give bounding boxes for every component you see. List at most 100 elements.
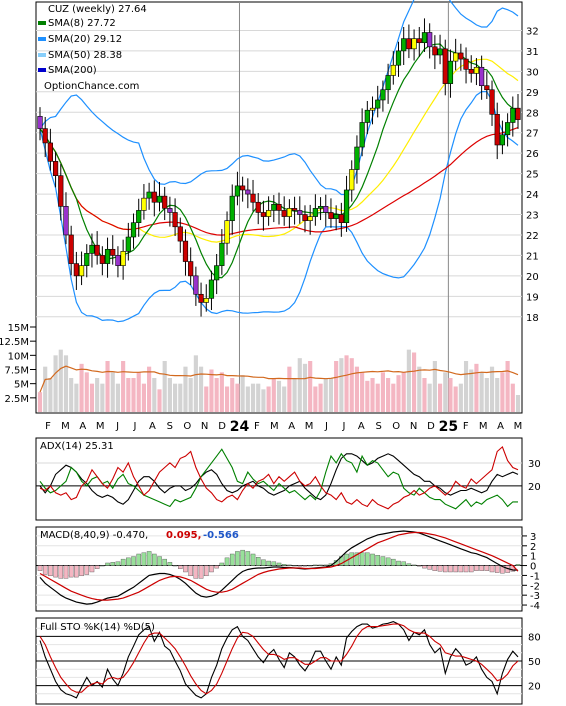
volume-bar bbox=[37, 392, 43, 412]
candle-body bbox=[291, 208, 298, 211]
x-tick-label: M bbox=[61, 421, 70, 432]
adx-panel-frame bbox=[35, 437, 523, 521]
macd-tick-label: -3 bbox=[530, 591, 540, 602]
macd-histogram-bar bbox=[240, 549, 245, 566]
candle-body bbox=[250, 193, 256, 203]
volume-bar bbox=[89, 383, 95, 412]
candle-body bbox=[68, 234, 74, 264]
macd-histogram-bar bbox=[458, 565, 464, 573]
candle-body bbox=[125, 236, 131, 252]
macd-histogram-bar bbox=[183, 565, 188, 573]
x-tick-label: J bbox=[341, 421, 345, 432]
candle-body bbox=[286, 208, 292, 217]
macd-title: MACD(8,40,9) -0.470, bbox=[40, 530, 148, 541]
stochastic-y-ticks: 20 50 80 bbox=[528, 632, 541, 692]
candle-body bbox=[240, 185, 246, 191]
price-tick-label: 22 bbox=[526, 231, 539, 242]
x-tick-label: M bbox=[96, 421, 105, 432]
candle-body bbox=[234, 185, 241, 197]
adx-title: ADX(14) 25.31 bbox=[40, 441, 114, 452]
volume-tick-label: 10M bbox=[8, 351, 29, 362]
macd-histogram-bar bbox=[417, 565, 422, 567]
macd-histogram-bar bbox=[162, 558, 167, 566]
volume-bar bbox=[417, 366, 422, 412]
candle-body bbox=[505, 122, 511, 136]
volume-bar bbox=[183, 366, 188, 412]
sma50-line bbox=[39, 127, 519, 236]
macd-histogram-bar bbox=[214, 565, 219, 569]
macd-histogram-bar bbox=[463, 565, 469, 573]
macd-histogram-bar bbox=[58, 565, 64, 579]
candle-body bbox=[208, 279, 215, 299]
x-axis-ticks: F M A M J J A S O N D 24 F M A M J J A S O N D 25 F M A M bbox=[45, 419, 522, 435]
volume-tick-label: 7.5M bbox=[4, 366, 29, 377]
x-tick-label: S bbox=[167, 421, 173, 432]
candle-body bbox=[255, 201, 261, 213]
volume-bar bbox=[240, 375, 245, 412]
candle-body bbox=[312, 208, 318, 217]
candle-body bbox=[297, 210, 303, 215]
volume-bar bbox=[198, 366, 204, 412]
macd-histogram-bar bbox=[74, 565, 79, 578]
volume-bar bbox=[188, 378, 193, 412]
legend-sma8: SMA(8) 27.72 bbox=[48, 18, 116, 29]
price-tick-label: 29 bbox=[526, 88, 539, 99]
volume-bar bbox=[43, 366, 48, 412]
bollinger-upper-line bbox=[39, 0, 519, 196]
chart-title: CUZ (weekly) 27.64 bbox=[48, 4, 147, 15]
volume-bars bbox=[37, 349, 521, 412]
macd-histogram-bar bbox=[136, 553, 141, 566]
legend-sma200: SMA(200) bbox=[48, 65, 97, 76]
price-y-ticks: 18 19 20 21 22 23 24 25 26 27 28 29 30 31 32 bbox=[526, 26, 539, 323]
macd-tick-label: -4 bbox=[530, 601, 540, 612]
candle-body bbox=[406, 38, 412, 50]
macd-histogram-bar bbox=[281, 564, 287, 566]
x-tick-label: N bbox=[410, 421, 417, 432]
candle-body bbox=[395, 50, 402, 66]
macd-histogram-bar bbox=[313, 564, 318, 566]
volume-bar bbox=[152, 378, 157, 412]
macd-histogram-bar bbox=[385, 557, 391, 566]
volume-bar bbox=[58, 349, 63, 412]
x-tick-label: M bbox=[479, 421, 488, 432]
candle-body bbox=[302, 214, 308, 221]
volume-bar bbox=[365, 380, 370, 412]
macd-histogram-bar bbox=[287, 564, 292, 566]
price-tick-label: 30 bbox=[526, 67, 539, 78]
stochastic-tick-label: 50 bbox=[528, 657, 541, 668]
macd-histogram-bar bbox=[224, 557, 230, 566]
bollinger-lower-line bbox=[39, 91, 519, 323]
volume-bar bbox=[437, 383, 443, 412]
candle-body bbox=[333, 214, 339, 219]
x-tick-label: M bbox=[514, 421, 523, 432]
candle-body bbox=[307, 216, 313, 221]
candle-body bbox=[245, 189, 251, 195]
volume-bar bbox=[224, 386, 230, 412]
macd-histogram-bar bbox=[468, 565, 474, 573]
candle-body bbox=[401, 38, 407, 52]
candle-body bbox=[89, 244, 95, 254]
candle-body bbox=[120, 251, 126, 266]
candle-body bbox=[349, 169, 355, 191]
volume-bar bbox=[193, 355, 198, 412]
volume-bar bbox=[141, 383, 146, 412]
macd-tick-label: -1 bbox=[530, 571, 540, 582]
volume-bar bbox=[515, 395, 521, 412]
candle-body bbox=[193, 275, 199, 295]
volume-bar bbox=[375, 383, 380, 412]
x-tick-label: J bbox=[115, 421, 119, 432]
candle-body bbox=[214, 265, 220, 281]
minus-di-line bbox=[39, 445, 519, 510]
candle-body bbox=[141, 197, 147, 211]
candle-body bbox=[343, 189, 350, 223]
candle-body bbox=[266, 210, 272, 217]
price-tick-label: 31 bbox=[526, 47, 539, 58]
candle-body bbox=[156, 195, 163, 203]
volume-bar bbox=[339, 358, 344, 412]
volume-bar bbox=[79, 363, 84, 412]
price-tick-label: 26 bbox=[526, 149, 539, 160]
volume-bar bbox=[157, 389, 162, 412]
macd-tick-label: 3 bbox=[530, 532, 536, 543]
price-tick-label: 27 bbox=[526, 129, 539, 140]
macd-histogram-bar bbox=[500, 565, 505, 574]
